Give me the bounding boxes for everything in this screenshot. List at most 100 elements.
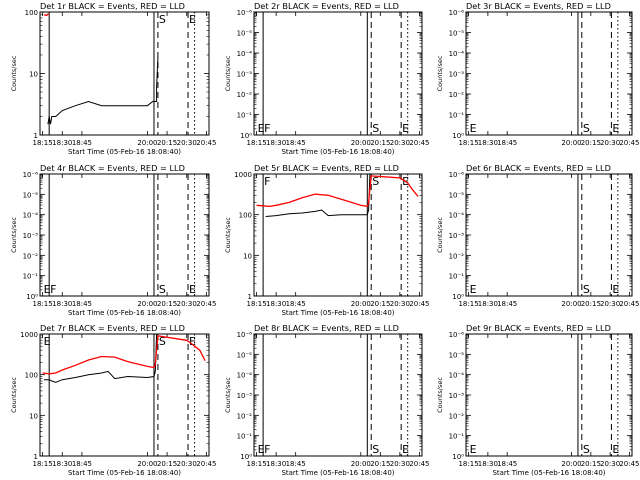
x-tick-label: 20:00	[351, 300, 371, 308]
marker-label: F	[50, 283, 56, 296]
x-tick-label: 20:00	[137, 300, 157, 308]
y-tick-label: 100	[25, 9, 38, 17]
x-tick-label: 18:15	[458, 300, 478, 308]
y-tick-label: 10⁻²	[449, 252, 465, 260]
marker-label: E	[470, 443, 477, 456]
y-tick-label: 1	[34, 132, 38, 140]
x-tick-label: 20:00	[137, 460, 157, 468]
y-axis-label: Counts/sec	[436, 377, 444, 413]
marker-label: E	[612, 443, 619, 456]
plot-frame	[253, 11, 423, 136]
marker-label: E	[44, 335, 51, 348]
y-tick-label: 10⁻⁵	[449, 30, 465, 38]
y-tick-label: 100	[239, 212, 252, 220]
x-tick-label: 20:45	[196, 460, 216, 468]
y-axis-label: Counts/sec	[10, 55, 18, 91]
y-tick-label: 10⁻⁵	[449, 351, 465, 359]
x-tick-label: 18:15	[247, 300, 267, 308]
y-tick-label: 10⁻¹	[449, 433, 465, 441]
x-tick-label: 18:15	[33, 460, 53, 468]
x-tick-label: 20:15	[157, 460, 177, 468]
x-tick-label: 20:45	[196, 300, 216, 308]
plot-frame	[253, 173, 423, 297]
x-tick-label: 18:45	[72, 460, 92, 468]
marker-label: S	[159, 283, 166, 296]
y-tick-label: 100	[25, 372, 38, 380]
x-tick-label: 20:15	[157, 139, 177, 147]
y-tick-label: 10⁻⁶	[23, 171, 39, 179]
x-axis-label: Start Time (05-Feb-16 18:08:40)	[281, 469, 394, 477]
y-axis-label: Counts/sec	[436, 55, 444, 91]
marker-label: S	[159, 13, 166, 26]
x-tick-label: 18:15	[33, 300, 53, 308]
x-tick-label: 20:30	[177, 139, 197, 147]
x-axis-label: Start Time (05-Feb-16 18:08:40)	[281, 309, 394, 317]
y-tick-label: 10⁻¹	[237, 433, 253, 441]
y-tick-label: 10⁻⁴	[449, 372, 465, 380]
plot-frame	[39, 173, 210, 297]
x-tick-label: 18:15	[33, 139, 53, 147]
y-tick-label: 1	[34, 453, 38, 461]
x-tick-label: 20:15	[370, 300, 390, 308]
x-tick-label: 20:15	[157, 300, 177, 308]
plot-frame	[253, 333, 423, 457]
x-tick-label: 20:00	[561, 460, 581, 468]
y-tick-label: 10⁰	[240, 453, 252, 461]
x-tick-label: 18:30	[478, 139, 498, 147]
y-tick-label: 10	[243, 252, 252, 260]
x-tick-label: 20:00	[137, 139, 157, 147]
plot-frame	[39, 11, 210, 136]
marker-label: E	[189, 335, 196, 348]
y-tick-label: 10⁻⁵	[23, 191, 39, 199]
panel-title: Det 7r BLACK = Events, RED = LLD	[40, 323, 185, 333]
y-tick-label: 1000	[20, 331, 38, 339]
panel-title: Det 9r BLACK = Events, RED = LLD	[466, 323, 611, 333]
x-tick-label: 18:30	[52, 460, 72, 468]
marker-label: E	[189, 13, 196, 26]
x-axis-label: Start Time (05-Feb-16 18:08:40)	[68, 309, 181, 317]
y-tick-label: 10⁻⁶	[449, 9, 465, 17]
x-axis-label: Start Time (05-Feb-16 18:08:40)	[281, 148, 394, 156]
plot-frame	[465, 11, 633, 136]
plot-frame	[465, 173, 633, 297]
y-tick-label: 10⁻⁶	[449, 171, 465, 179]
y-tick-label: 10⁻¹	[237, 112, 253, 120]
y-tick-label: 10⁻²	[237, 412, 253, 420]
x-tick-label: 20:30	[177, 460, 197, 468]
y-axis-label: Counts/sec	[224, 217, 232, 253]
x-tick-label: 18:30	[266, 300, 286, 308]
x-tick-label: 20:15	[370, 139, 390, 147]
y-tick-label: 10⁻³	[449, 232, 465, 240]
y-axis-label: Counts/sec	[10, 217, 18, 253]
x-tick-label: 18:45	[286, 300, 306, 308]
x-tick-label: 20:15	[581, 139, 601, 147]
x-tick-label: 18:15	[247, 139, 267, 147]
y-tick-label: 10⁰	[26, 293, 38, 301]
plot-frame	[39, 333, 210, 457]
x-tick-label: 20:45	[409, 139, 429, 147]
x-tick-label: 18:15	[458, 139, 478, 147]
panel-title: Det 6r BLACK = Events, RED = LLD	[466, 163, 611, 173]
x-tick-label: 20:00	[351, 139, 371, 147]
marker-label: E	[402, 122, 409, 135]
x-tick-label: 20:30	[600, 460, 620, 468]
x-tick-label: 20:15	[581, 300, 601, 308]
lld-series-line	[43, 13, 50, 17]
x-tick-label: 18:15	[458, 460, 478, 468]
events-series-line	[43, 333, 158, 383]
y-tick-label: 10⁰	[452, 132, 464, 140]
y-tick-label: 10⁻³	[237, 71, 253, 79]
marker-label: E	[189, 283, 196, 296]
marker-label: E	[612, 283, 619, 296]
y-tick-label: 1	[248, 293, 252, 301]
x-tick-label: 18:15	[247, 460, 267, 468]
events-series-line	[265, 173, 371, 217]
x-tick-label: 20:45	[409, 460, 429, 468]
lld-series-line	[42, 335, 206, 375]
y-tick-label: 10⁻⁴	[449, 212, 465, 220]
